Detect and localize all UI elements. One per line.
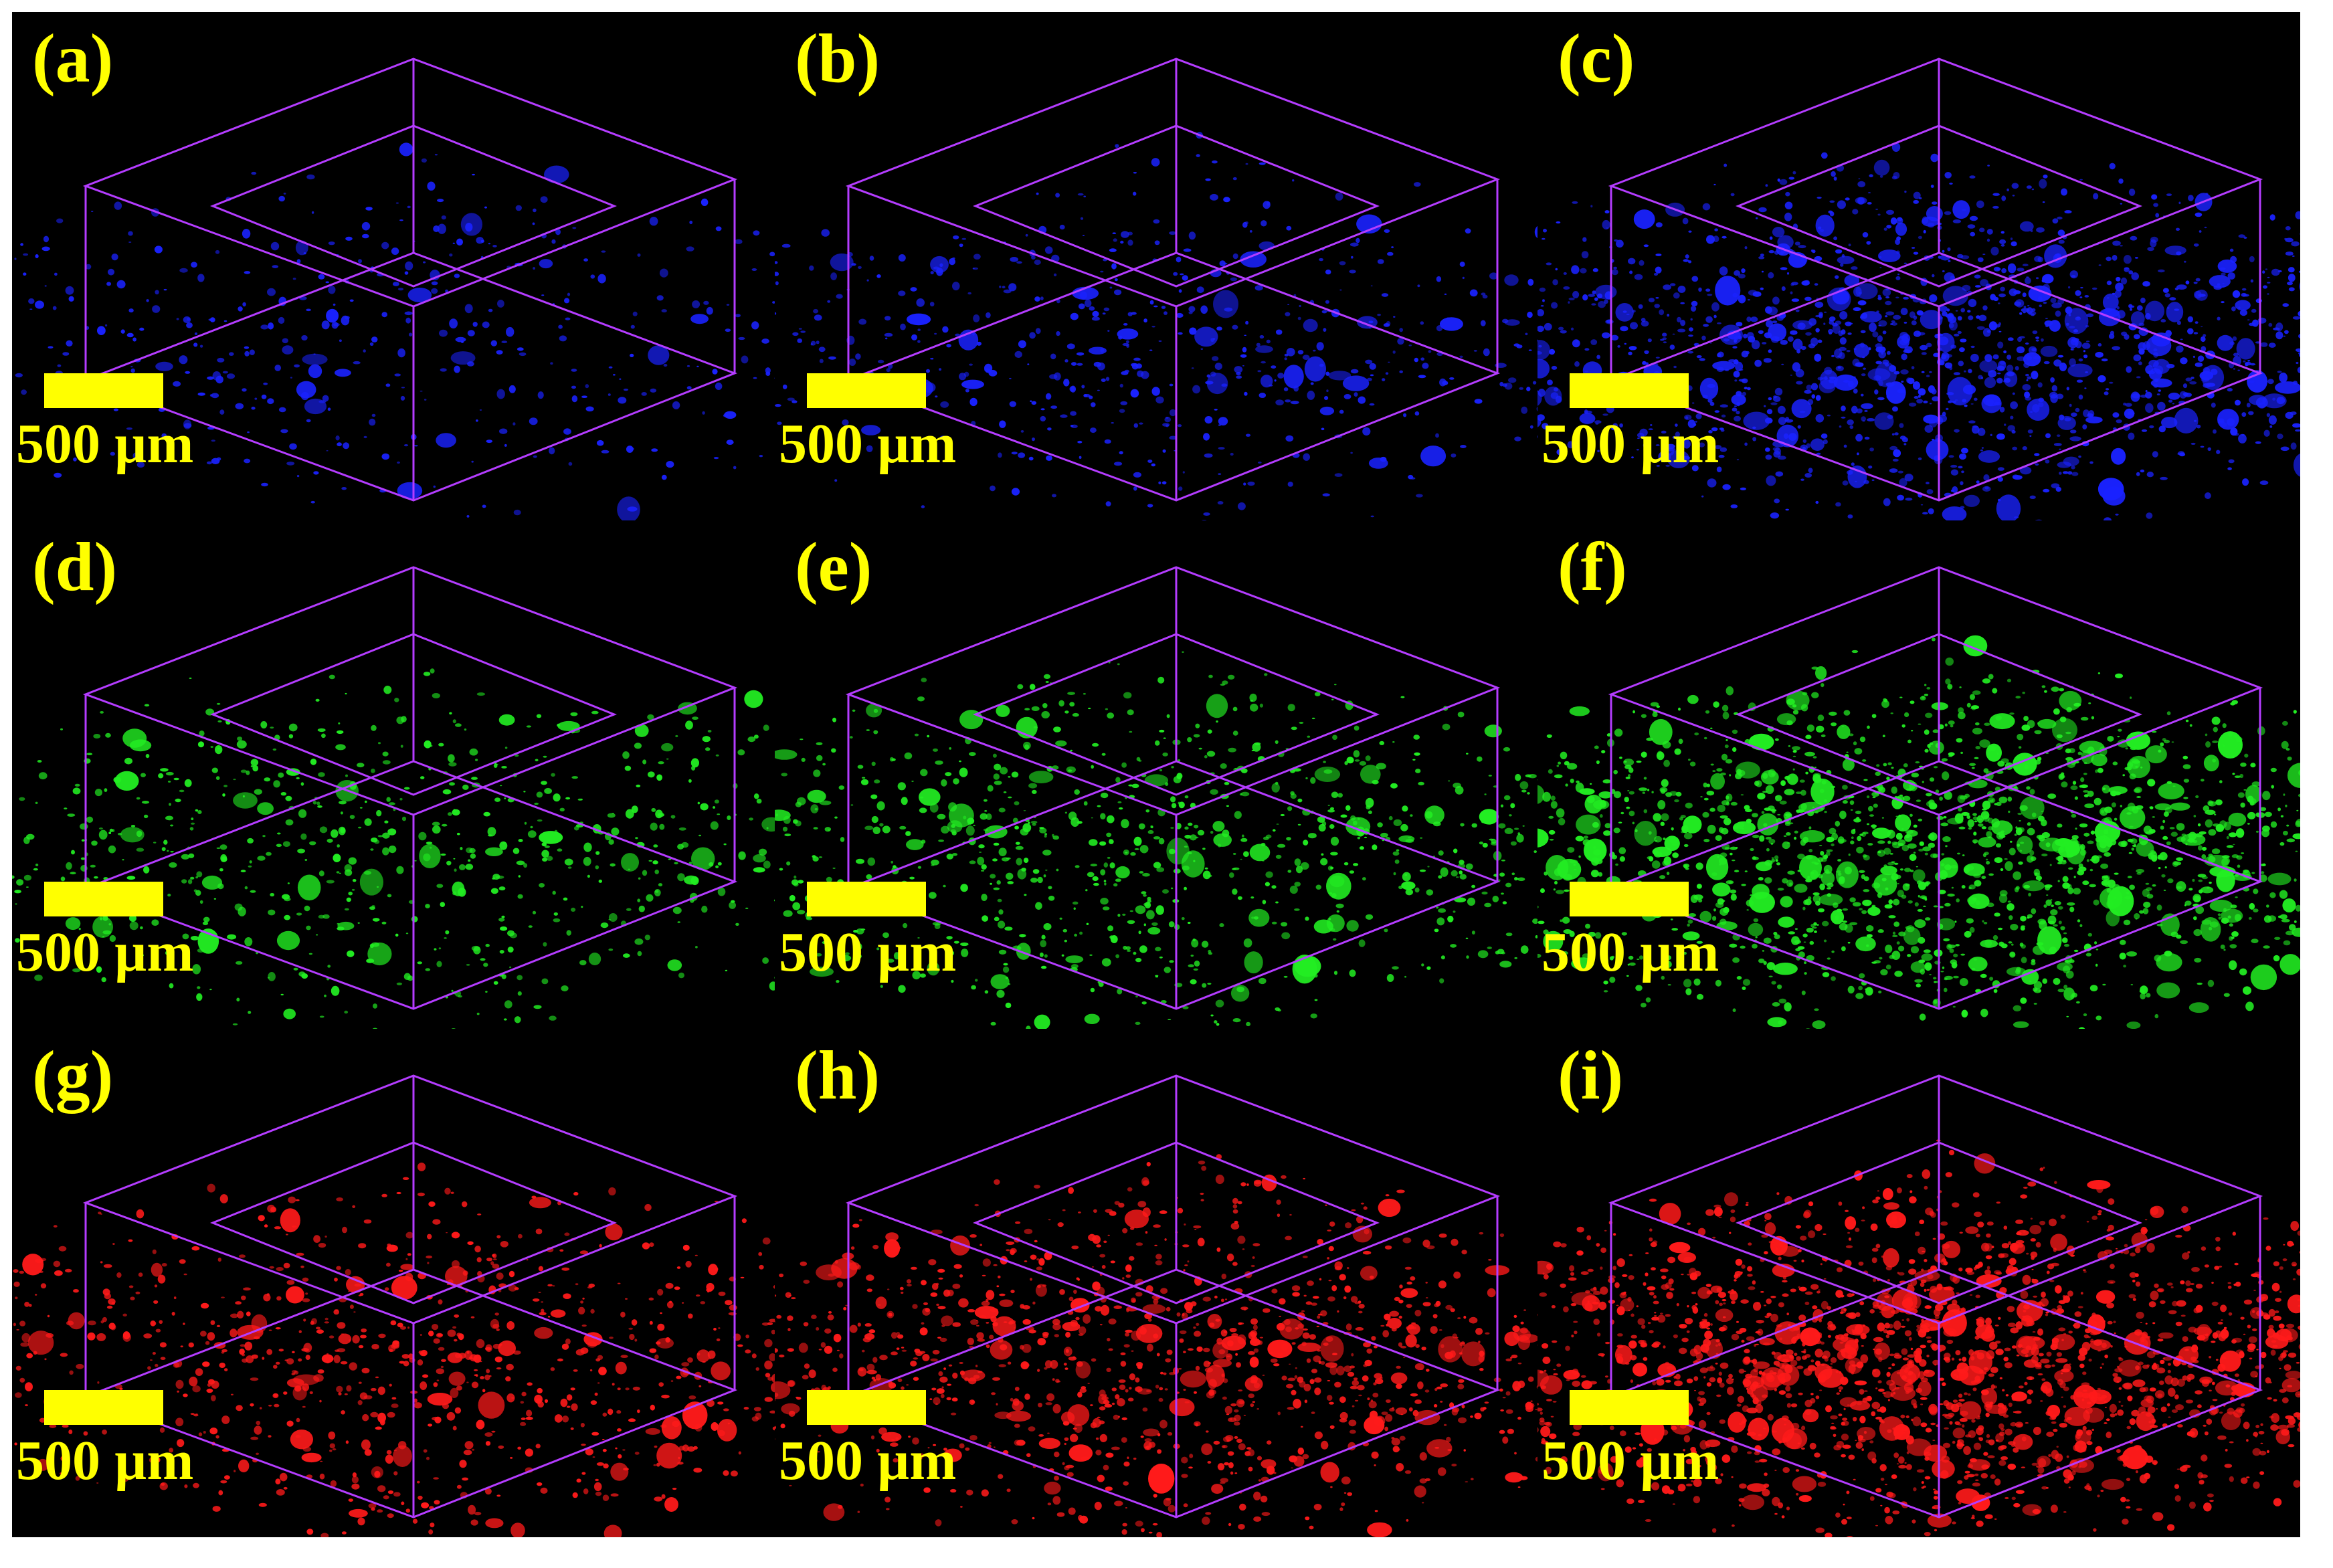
volume-render-b — [775, 58, 1537, 520]
volume-render-d — [12, 566, 775, 1029]
fluorescence-signal — [1537, 635, 2300, 1029]
bounding-box — [845, 566, 1501, 1010]
panel-g: (g) 500 µm — [12, 1029, 775, 1537]
scale-bar-label: 500 µm — [779, 921, 957, 983]
box-mid-plane — [1735, 124, 2143, 288]
box-mid-plane — [209, 124, 618, 288]
panel-b: (b) 500 µm — [775, 12, 1537, 520]
panel-d: (d) 500 µm — [12, 520, 775, 1029]
bounding-box — [845, 1074, 1501, 1518]
scale-bar-label: 500 µm — [16, 1430, 194, 1492]
panel-label: (b) — [795, 20, 880, 97]
box-top-face — [1608, 566, 2263, 816]
scale-bar — [1570, 373, 1689, 408]
scale-bar-label: 500 µm — [779, 1430, 957, 1492]
scale-bar — [1570, 882, 1689, 916]
fluorescence-signal — [13, 1162, 775, 1537]
bounding-box — [1608, 1074, 2263, 1518]
scale-bar — [807, 373, 926, 408]
panel-label: (e) — [795, 528, 872, 605]
bounding-box — [82, 58, 738, 502]
panel-label: (h) — [795, 1037, 880, 1114]
box-top-face — [82, 566, 738, 816]
panel-label: (i) — [1558, 1037, 1624, 1114]
box-mid-plane — [1735, 633, 2143, 796]
bounding-box — [82, 1074, 738, 1518]
scale-bar — [44, 373, 163, 408]
bounding-box — [845, 58, 1501, 502]
panel-a: (a) 500 µm — [12, 12, 775, 520]
box-mid-plane — [1735, 1141, 2143, 1304]
volume-render-a — [14, 58, 775, 520]
volume-render-h — [775, 1074, 1537, 1537]
scale-bar — [807, 882, 926, 916]
box-top-face — [1608, 58, 2263, 308]
panel-label: (d) — [32, 528, 118, 605]
box-mid-plane — [209, 633, 618, 796]
box-mid-plane — [972, 124, 1380, 288]
panel-label: (f) — [1558, 528, 1627, 605]
fluorescence-signal — [14, 142, 775, 520]
bounding-box — [82, 566, 738, 1010]
panel-h: (h) 500 µm — [775, 1029, 1537, 1537]
scale-bar — [44, 1390, 163, 1425]
panel-i: (i) 500 µm — [1537, 1029, 2300, 1537]
panel-e: (e) 500 µm — [775, 520, 1537, 1029]
box-mid-plane — [972, 1141, 1380, 1304]
scale-bar-label: 500 µm — [1542, 413, 1719, 475]
scale-bar-label: 500 µm — [1542, 921, 1719, 983]
panel-label: (g) — [32, 1037, 114, 1114]
scale-bar — [44, 882, 163, 916]
scale-bar-label: 500 µm — [1542, 1430, 1719, 1492]
scale-bar-label: 500 µm — [16, 921, 194, 983]
box-mid-plane — [209, 1141, 618, 1304]
panel-c: (c) 500 µm — [1537, 12, 2300, 520]
panel-f: (f) 500 µm — [1537, 520, 2300, 1029]
panel-label: (a) — [32, 20, 114, 97]
bounding-box — [1608, 566, 2263, 1010]
scale-bar — [807, 1390, 926, 1425]
scale-bar-label: 500 µm — [16, 413, 194, 475]
scale-bar-label: 500 µm — [779, 413, 957, 475]
scale-bar — [1570, 1390, 1689, 1425]
volume-render-e — [775, 566, 1537, 1029]
bounding-box — [1608, 58, 2263, 502]
fluorescence-signal — [775, 1154, 1537, 1537]
box-mid-plane — [972, 633, 1380, 796]
volume-render-g — [13, 1074, 775, 1537]
panel-label: (c) — [1558, 20, 1635, 97]
volume-render-f — [1537, 566, 2300, 1029]
box-top-face — [845, 566, 1501, 816]
fluorescence-signal — [12, 668, 775, 1029]
